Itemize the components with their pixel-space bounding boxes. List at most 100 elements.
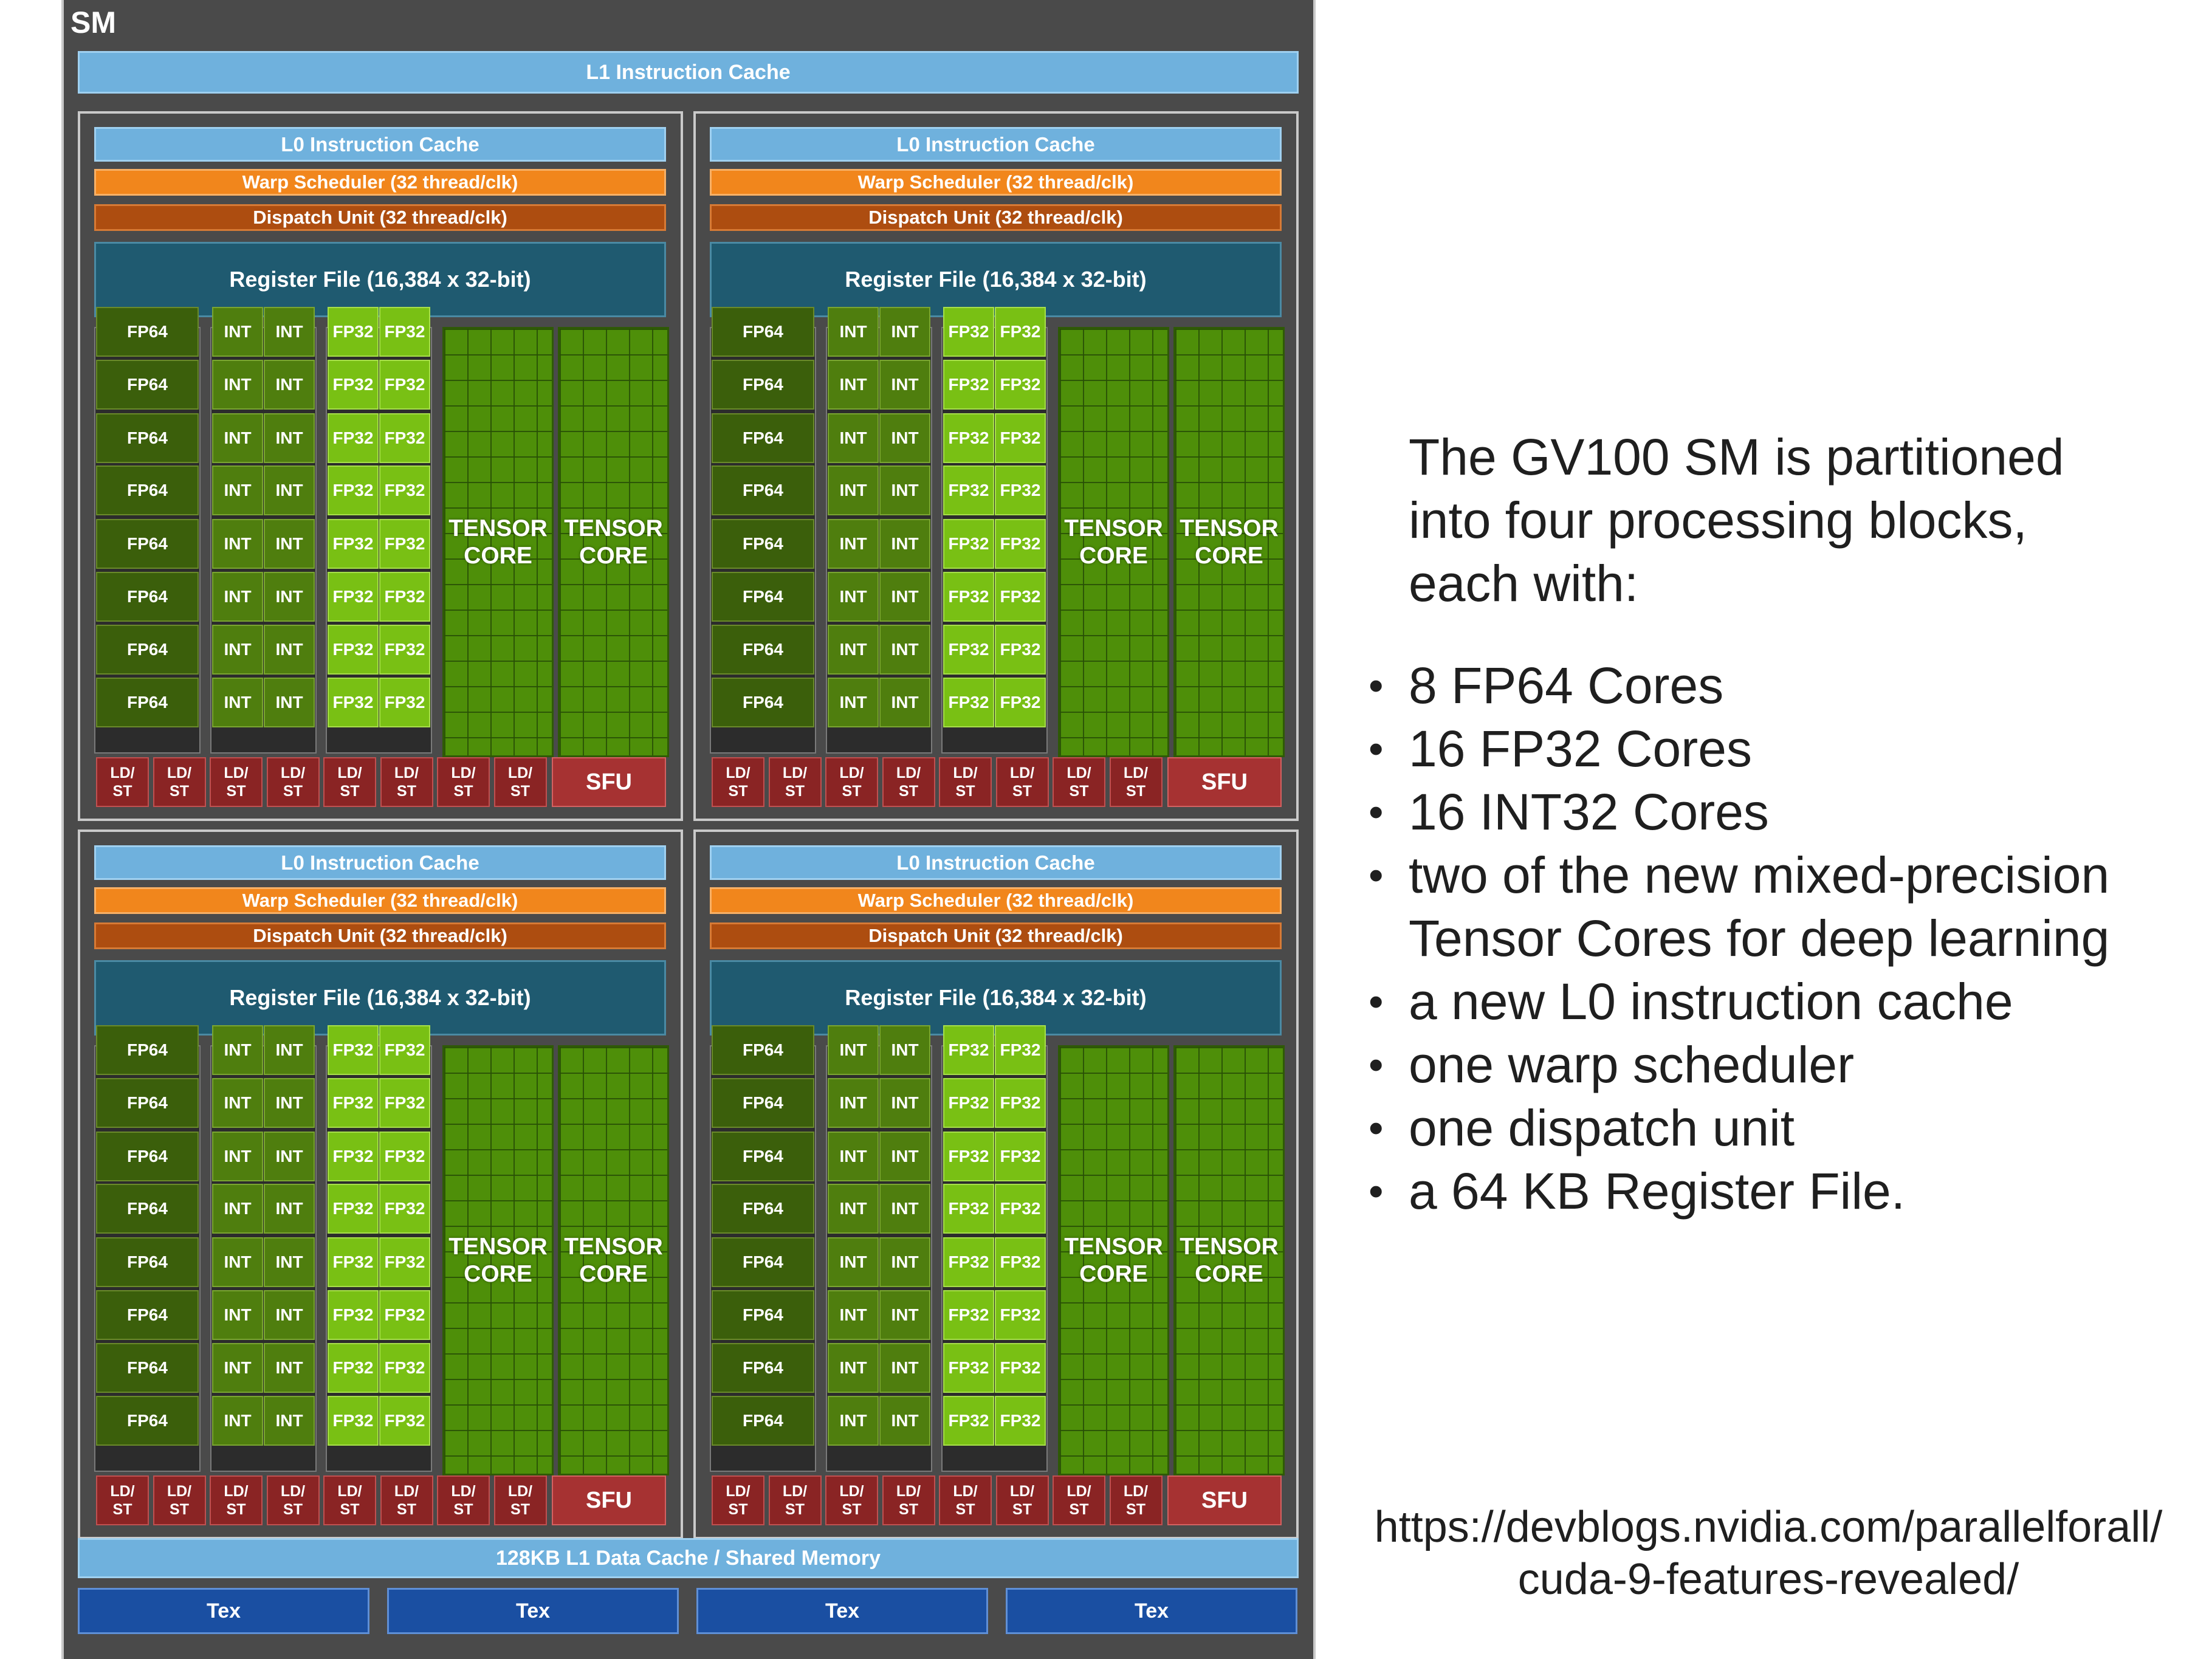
ld-st-label-line: ST <box>510 1501 530 1518</box>
source-line[interactable]: https://devblogs.nvidia.com/parallelfora… <box>1374 1503 2163 1551</box>
ld-st-label-line: ST <box>842 783 862 800</box>
int-core: INT <box>212 360 263 410</box>
int-core: INT <box>212 1237 263 1287</box>
ld-st-label-line: LD/ <box>1066 1483 1091 1500</box>
ld-st-unit: LD/ST <box>493 757 547 807</box>
sfu-unit: SFU <box>552 1475 666 1525</box>
source-link[interactable]: https://devblogs.nvidia.com/parallelfora… <box>1331 1501 2206 1606</box>
ld-st-unit: LD/ST <box>266 757 320 807</box>
int-core: INT <box>212 678 263 727</box>
fp64-core: FP64 <box>96 1343 199 1393</box>
tensor-core-label-line: CORE <box>1079 543 1148 569</box>
sfu-unit: SFU <box>1167 757 1282 807</box>
ld-st-unit: LD/ST <box>380 1475 433 1525</box>
l1-data-cache: 128KB L1 Data Cache / Shared Memory <box>78 1538 1299 1578</box>
source-line[interactable]: cuda-9-features-revealed/ <box>1517 1555 2019 1604</box>
int-core: INT <box>264 572 315 622</box>
fp32-core: FP32 <box>995 519 1046 569</box>
ld-st-unit: LD/ST <box>153 1475 206 1525</box>
fp64-core: FP64 <box>96 413 199 463</box>
fp32-core: FP32 <box>943 360 994 410</box>
ld-st-unit: LD/ST <box>437 757 490 807</box>
fp32-core: FP32 <box>995 1343 1046 1393</box>
fp32-core: FP32 <box>328 1184 379 1234</box>
ld-st-label-line: LD/ <box>224 1483 249 1500</box>
ld-st-unit: LD/ST <box>493 1475 547 1525</box>
ld-st-label-line: LD/ <box>110 764 135 781</box>
int-core: INT <box>828 1078 879 1128</box>
ld-st-unit: LD/ST <box>1053 757 1105 807</box>
feature-text: 8 FP64 Cores <box>1409 657 1724 714</box>
int-core: INT <box>264 1184 315 1234</box>
fp64-core: FP64 <box>96 519 199 569</box>
tensor-core-label: TENSOR CORE <box>1175 1233 1283 1288</box>
feature-item: two of the new mixed-precision Tensor Co… <box>1369 843 2195 970</box>
fp32-core: FP32 <box>943 307 994 357</box>
ld-st-label-line: LD/ <box>1123 764 1149 781</box>
register-file: Register File (16,384 x 32-bit) <box>710 242 1282 317</box>
feature-item: 8 FP64 Cores <box>1369 654 2195 717</box>
dispatch-unit: Dispatch Unit (32 thread/clk) <box>710 922 1282 949</box>
l0-instruction-cache: L0 Instruction Cache <box>710 845 1282 880</box>
fp32-core: FP32 <box>995 625 1046 675</box>
fp32-core: FP32 <box>379 1237 430 1287</box>
tensor-core-label: TENSOR CORE <box>560 515 667 569</box>
fp32-core: FP32 <box>379 1132 430 1181</box>
int-core: INT <box>879 519 930 569</box>
feature-item: a new L0 instruction cache <box>1369 970 2195 1033</box>
int-core: INT <box>264 1078 315 1128</box>
ld-st-unit: LD/ST <box>712 1475 764 1525</box>
int-core: INT <box>828 465 879 515</box>
feature-text: Tensor Cores for deep learning <box>1409 910 2110 967</box>
tensor-core: TENSOR CORE <box>1058 1045 1169 1475</box>
fp32-core: FP32 <box>995 1290 1046 1340</box>
int-core: INT <box>264 1132 315 1181</box>
ld-st-label-line: ST <box>842 1501 862 1518</box>
ld-st-unit: LD/ST <box>995 757 1049 807</box>
ld-st-label-line: LD/ <box>167 1483 192 1500</box>
ld-st-unit: LD/ST <box>882 1475 935 1525</box>
int-core: INT <box>879 1343 930 1393</box>
ld-st-unit: LD/ST <box>323 1475 376 1525</box>
int-core: INT <box>264 1290 315 1340</box>
fp32-core: FP32 <box>943 572 994 622</box>
fp32-core: FP32 <box>379 572 430 622</box>
int-core: INT <box>264 1343 315 1393</box>
int-core: INT <box>828 1184 879 1234</box>
fp64-core: FP64 <box>96 307 199 357</box>
tensor-core-label: TENSOR CORE <box>1060 515 1167 569</box>
feature-item: 16 FP32 Cores <box>1369 717 2195 780</box>
int-core: INT <box>879 465 930 515</box>
fp32-core: FP32 <box>943 1025 994 1075</box>
ld-st-unit: LD/ST <box>712 757 764 807</box>
int-core: INT <box>828 519 879 569</box>
tensor-core-label-line: TENSOR <box>564 1234 663 1260</box>
int-core: INT <box>264 1025 315 1075</box>
ld-st-label-line: LD/ <box>110 1483 135 1500</box>
ld-st-label-line: LD/ <box>337 1483 362 1500</box>
tensor-core: TENSOR CORE <box>442 327 554 757</box>
fp32-core: FP32 <box>995 1237 1046 1287</box>
ld-st-unit: LD/ST <box>96 757 149 807</box>
tex-unit: Tex <box>387 1588 679 1634</box>
tensor-core-label-line: TENSOR <box>564 515 663 541</box>
fp32-core: FP32 <box>379 678 430 727</box>
ld-st-label-line: ST <box>955 1501 975 1518</box>
fp64-core: FP64 <box>96 1290 199 1340</box>
ld-st-label-line: LD/ <box>280 1483 306 1500</box>
fp32-core: FP32 <box>379 1078 430 1128</box>
ld-st-label-line: LD/ <box>726 1483 750 1500</box>
intro-line: each with: <box>1409 555 1639 612</box>
int-core: INT <box>264 307 315 357</box>
feature-text: 16 INT32 Cores <box>1409 783 1769 840</box>
ld-st-label-line: LD/ <box>451 764 476 781</box>
ld-st-label-line: ST <box>340 783 360 800</box>
fp32-core: FP32 <box>328 519 379 569</box>
fp64-core: FP64 <box>96 678 199 727</box>
int-core: INT <box>879 360 930 410</box>
ld-st-label-line: ST <box>1126 783 1146 800</box>
ld-st-unit: LD/ST <box>380 757 433 807</box>
int-core: INT <box>212 1396 263 1446</box>
int-core: INT <box>828 1132 879 1181</box>
ld-st-label-line: LD/ <box>451 1483 476 1500</box>
